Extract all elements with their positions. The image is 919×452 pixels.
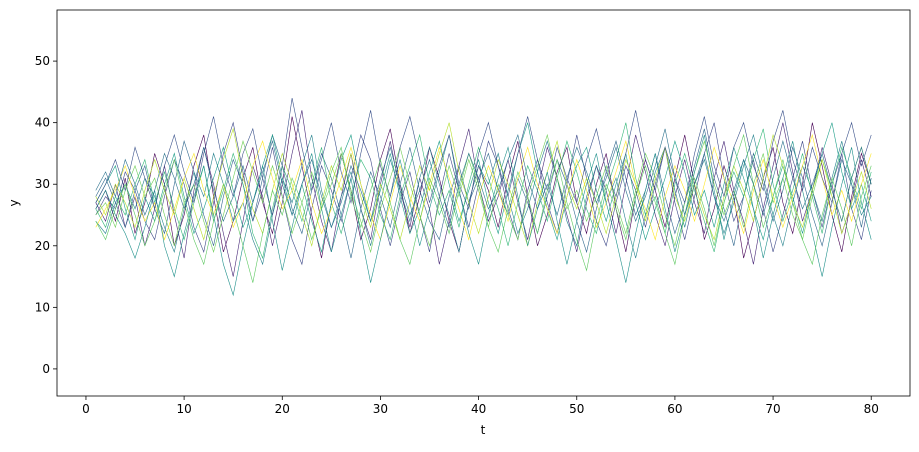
y-tick-label: 20 — [35, 239, 50, 253]
series-line — [95, 133, 872, 241]
x-tick-label: 70 — [765, 402, 780, 416]
series-line — [95, 122, 872, 247]
series-line — [95, 122, 872, 260]
x-tick-label: 60 — [667, 402, 682, 416]
x-tick-label: 30 — [373, 402, 388, 416]
x-tick-label: 80 — [864, 402, 879, 416]
y-tick-label: 10 — [35, 300, 50, 314]
y-tick-label: 0 — [42, 362, 50, 376]
y-tick-label: 40 — [35, 116, 50, 130]
y-tick-label: 30 — [35, 177, 50, 191]
x-tick-label: 40 — [471, 402, 486, 416]
series-line — [95, 97, 872, 216]
y-axis-label: y — [7, 199, 21, 206]
series-line — [95, 110, 872, 277]
x-tick-label: 0 — [82, 402, 90, 416]
series-line — [95, 133, 872, 283]
series-line — [95, 134, 872, 297]
x-axis-label: t — [481, 423, 486, 437]
series-line — [95, 133, 872, 254]
x-tick-label: 20 — [275, 402, 290, 416]
series-line — [95, 116, 872, 259]
plot-frame — [56, 9, 911, 397]
x-tick-label: 50 — [569, 402, 584, 416]
series-line — [95, 128, 872, 229]
x-tick-label: 10 — [176, 402, 191, 416]
y-tick-label: 50 — [35, 54, 50, 68]
